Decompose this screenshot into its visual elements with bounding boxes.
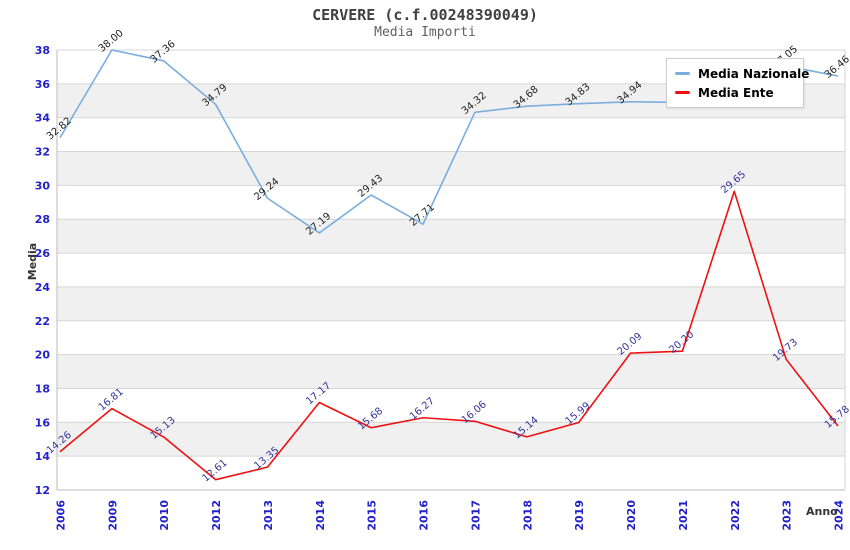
chart-title: CERVERE (c.f.00248390049) — [312, 6, 538, 24]
y-tick-label: 30 — [35, 179, 51, 192]
legend-label-nazionale: Media Nazionale — [698, 66, 810, 81]
y-tick-label: 26 — [35, 247, 51, 260]
chart-subtitle: Media Importi — [374, 25, 476, 40]
x-tick-label: 2012 — [210, 500, 223, 531]
legend: Media Nazionale Media Ente — [666, 58, 809, 108]
grid-band — [57, 219, 845, 254]
media-nazionale-data-label: 36.46 — [823, 54, 850, 81]
x-tick-label: 2024 — [833, 500, 846, 531]
y-tick-label: 38 — [35, 44, 50, 57]
y-tick-label: 24 — [35, 281, 51, 294]
x-tick-label: 2020 — [625, 500, 638, 531]
y-tick-label: 16 — [35, 416, 51, 429]
y-tick-label: 18 — [35, 382, 50, 395]
x-tick-label: 2010 — [158, 500, 171, 531]
media-ente-line — [59, 190, 839, 481]
x-tick-label: 2006 — [55, 500, 68, 531]
y-tick-label: 28 — [35, 213, 50, 226]
x-tick-label: 2023 — [781, 500, 794, 531]
y-axis-title: Media — [26, 242, 40, 281]
x-tick-label: 2022 — [729, 500, 742, 531]
legend-swatch-nazionale — [675, 72, 690, 75]
x-tick-label: 2019 — [573, 500, 586, 531]
grid-band — [57, 286, 845, 321]
y-tick-label: 34 — [35, 112, 51, 125]
x-tick-label: 2009 — [106, 500, 119, 531]
x-tick-label: 2016 — [418, 500, 431, 531]
x-tick-label: 2014 — [314, 500, 327, 531]
x-axis-title: Anno — [806, 505, 838, 518]
x-tick-label: 2018 — [521, 500, 534, 531]
legend-item-media-ente[interactable]: Media Ente — [675, 83, 795, 102]
grid-band — [57, 151, 845, 186]
legend-item-media-nazionale[interactable]: Media Nazionale — [675, 64, 809, 83]
x-tick-label: 2017 — [469, 500, 482, 531]
y-tick-label: 22 — [35, 315, 50, 328]
y-tick-label: 20 — [35, 349, 51, 362]
grid-band — [57, 354, 845, 389]
legend-swatch-ente — [675, 91, 690, 94]
y-tick-label: 12 — [35, 484, 50, 497]
y-tick-label: 36 — [35, 78, 51, 91]
y-tick-label: 32 — [35, 146, 50, 159]
x-tick-label: 2021 — [677, 500, 690, 531]
legend-label-ente: Media Ente — [698, 85, 774, 100]
x-tick-label: 2013 — [262, 500, 275, 531]
grid-band — [57, 422, 845, 457]
y-tick-label: 14 — [35, 450, 51, 463]
x-tick-label: 2015 — [366, 500, 379, 531]
